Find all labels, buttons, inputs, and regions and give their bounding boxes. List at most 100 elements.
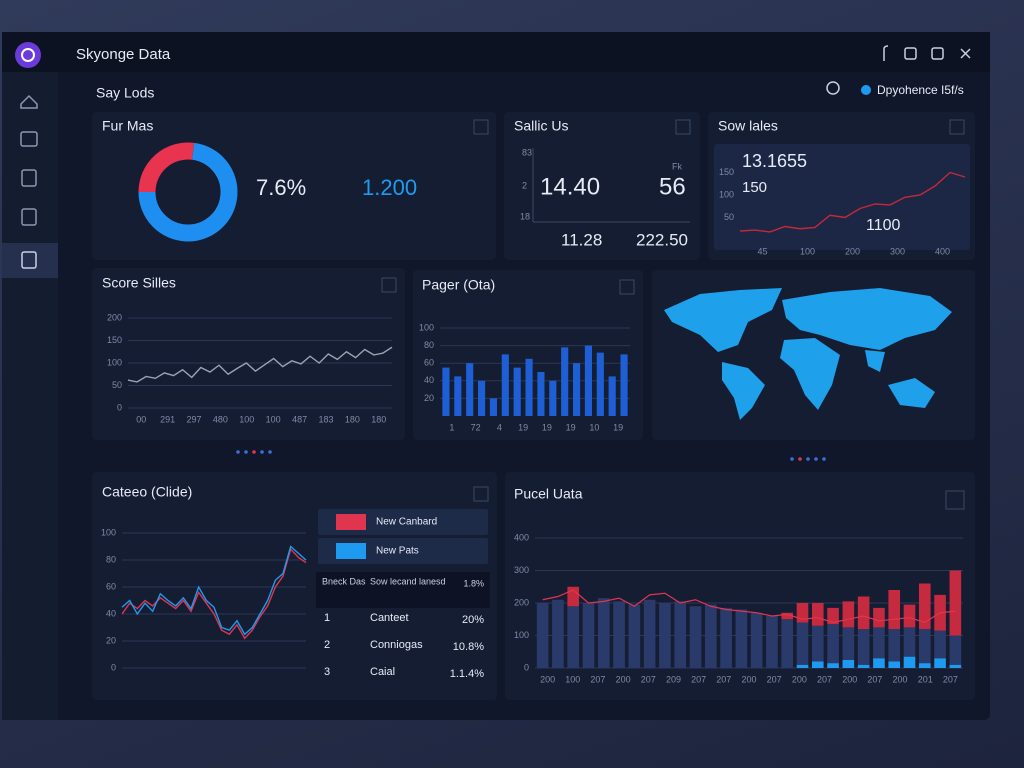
bar-segment	[888, 590, 901, 629]
window-icon[interactable]	[904, 47, 917, 60]
x-tick-label: 200	[792, 674, 807, 684]
x-tick-label: 00	[136, 414, 146, 424]
kpi: 11.28	[561, 230, 602, 249]
page-dot[interactable]	[814, 457, 818, 461]
y-tick-label: 200	[514, 597, 529, 607]
bar-segment	[674, 601, 687, 668]
bar-segment	[888, 661, 901, 668]
page-dot[interactable]	[268, 450, 272, 454]
tick-label: 18	[520, 211, 530, 221]
bar	[489, 398, 497, 416]
search-icon[interactable]	[826, 81, 840, 95]
panel-title: Sallic Us	[514, 118, 568, 134]
table-cell: 1	[324, 612, 330, 624]
share-icon[interactable]	[883, 45, 889, 61]
continent	[888, 378, 935, 408]
page-dot[interactable]	[252, 450, 256, 454]
x-tick-label: 19	[542, 422, 552, 432]
page-dot[interactable]	[244, 450, 248, 454]
bar-segment	[827, 624, 839, 664]
y-tick-label: 50	[112, 380, 122, 390]
x-tick-label: 200	[845, 246, 860, 256]
x-tick-label: 200	[616, 674, 631, 684]
bar-segment	[811, 625, 824, 662]
tick-label: 2	[522, 180, 527, 190]
kpi: 222.50	[636, 230, 688, 249]
expand-button[interactable]	[473, 119, 489, 135]
x-tick-label: 1	[449, 422, 454, 432]
x-tick-label: 200	[741, 674, 756, 684]
legend-swatch	[336, 543, 366, 559]
page-dot[interactable]	[790, 457, 794, 461]
x-tick-label: 19	[613, 422, 623, 432]
x-tick-label: 400	[935, 246, 950, 256]
table-header	[316, 572, 490, 608]
table-header-cell: Sow lecand lanesd	[370, 576, 446, 586]
legend-swatch	[336, 514, 366, 530]
bar-segment	[628, 604, 641, 668]
x-tick-label: 207	[867, 674, 882, 684]
bar-segment	[934, 658, 946, 668]
bar	[620, 354, 628, 416]
bar-segment	[720, 607, 732, 668]
bar-segment	[918, 629, 931, 664]
bar	[466, 363, 474, 416]
expand-button[interactable]	[949, 119, 965, 135]
legend-label: New Pats	[376, 546, 419, 557]
chart-label: 1100	[866, 217, 901, 234]
table-cell: 2	[324, 639, 330, 651]
save-icon[interactable]	[931, 47, 944, 60]
y-tick-label: 0	[111, 662, 116, 672]
panel-title: Fur Mas	[102, 118, 153, 134]
bar	[608, 376, 616, 416]
line	[127, 346, 393, 383]
nav-active	[2, 243, 58, 278]
y-tick-label: 100	[419, 322, 434, 332]
x-tick-label: 207	[716, 674, 731, 684]
bar-segment	[873, 658, 885, 668]
nav-reports[interactable]	[21, 208, 37, 226]
window-title: Skyonge Data	[76, 46, 171, 63]
dropdown-button[interactable]	[945, 490, 965, 510]
close-icon[interactable]	[960, 48, 971, 59]
page-dot[interactable]	[806, 457, 810, 461]
bar-segment	[704, 604, 717, 668]
panel-title: Sow lales	[718, 118, 778, 134]
section-title: Say Lods	[96, 85, 154, 101]
y-tick-label: 0	[117, 402, 122, 412]
nav-docs[interactable]	[21, 169, 37, 187]
x-tick-label: 100	[266, 414, 281, 424]
panel	[92, 268, 405, 440]
table-cell: Caial	[370, 666, 395, 678]
table-header-cell: Bneck Das	[322, 576, 366, 586]
expand-button[interactable]	[381, 277, 397, 293]
y-tick-label: 60	[106, 581, 116, 591]
x-tick-label: 207	[691, 674, 706, 684]
nav-home[interactable]	[20, 94, 38, 109]
bar-segment	[766, 616, 778, 668]
page-dot[interactable]	[798, 457, 802, 461]
bar-segment	[811, 661, 824, 668]
bar	[513, 367, 521, 416]
logo[interactable]	[15, 42, 41, 68]
page-dot[interactable]	[822, 457, 826, 461]
stat: 7.6%	[256, 175, 306, 200]
bar-segment	[750, 612, 763, 668]
panel-title: Pager (Ota)	[422, 277, 495, 293]
expand-button[interactable]	[473, 486, 489, 502]
panel	[504, 112, 700, 260]
bar-segment	[689, 606, 702, 668]
bar-segment	[842, 659, 855, 668]
stat: 1.200	[362, 175, 417, 200]
nav-files[interactable]	[21, 251, 37, 269]
nav-table[interactable]	[20, 131, 38, 147]
x-tick-label: 201	[918, 674, 933, 684]
chart-label: 150	[742, 179, 767, 196]
expand-button[interactable]	[675, 119, 691, 135]
unit-label: Fk	[672, 161, 682, 171]
expand-button[interactable]	[619, 279, 635, 295]
page-dot[interactable]	[260, 450, 264, 454]
page-dot[interactable]	[236, 450, 240, 454]
